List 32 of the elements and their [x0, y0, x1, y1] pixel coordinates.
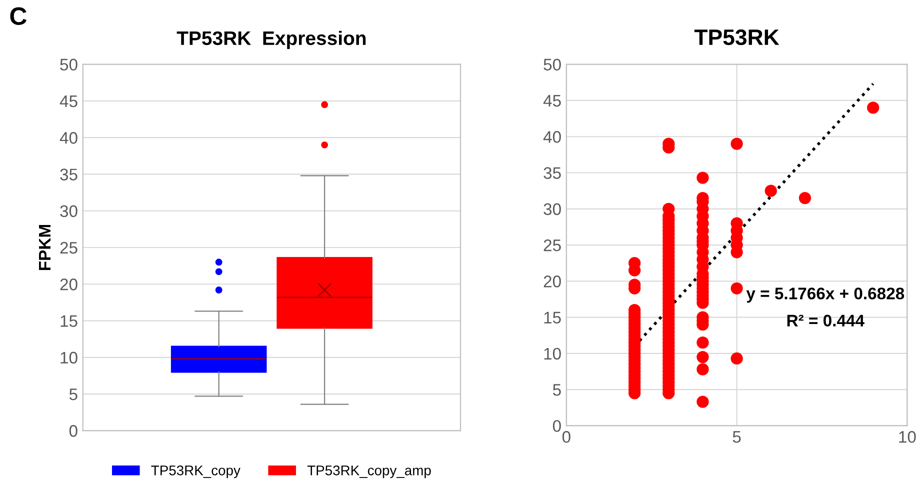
y-tick-label: 15: [60, 315, 78, 327]
y-tick-label: 30: [544, 203, 561, 216]
y-tick-label: 0: [552, 420, 561, 432]
y-tick-label: 5: [552, 384, 561, 396]
chart-title: TP53RK: [694, 29, 780, 46]
y-tick-label: 40: [543, 131, 561, 143]
y-tick-label: 25: [544, 239, 561, 252]
y-tick-label: 50: [60, 58, 78, 71]
y-tick-label: 25: [60, 242, 78, 254]
y-tick-label: 20: [544, 276, 561, 288]
y-tick-label: 50: [544, 58, 561, 71]
annotation: R² = 0.444: [787, 314, 864, 326]
y-tick-label: 10: [544, 348, 561, 360]
y-tick-label: 40: [60, 132, 78, 144]
text: C: [10, 7, 27, 25]
x-tick-label: 10: [899, 431, 916, 443]
legend-label: TP53RK_copy: [151, 465, 240, 478]
y-tick-label: 15: [544, 312, 561, 324]
y-tick-label: 35: [60, 168, 78, 180]
y-tick-label: 45: [60, 96, 78, 108]
y-tick-label: 5: [69, 388, 78, 400]
chart-title: TP53RK Expression: [176, 30, 366, 49]
y-tick-label: 45: [543, 95, 561, 107]
legend-label: TP53RK_copy_amp: [307, 465, 431, 478]
y-tick-label: 30: [60, 205, 78, 218]
x-tick-label: 5: [732, 431, 741, 443]
annotation: y = 5.1766x + 0.6828: [746, 288, 904, 303]
x-tick-label: 0: [562, 431, 570, 443]
y-axis-title: FPKM: [39, 225, 50, 270]
y-tick-label: 20: [60, 278, 78, 290]
y-tick-label: 10: [60, 352, 78, 364]
y-tick-label: 35: [544, 167, 561, 179]
